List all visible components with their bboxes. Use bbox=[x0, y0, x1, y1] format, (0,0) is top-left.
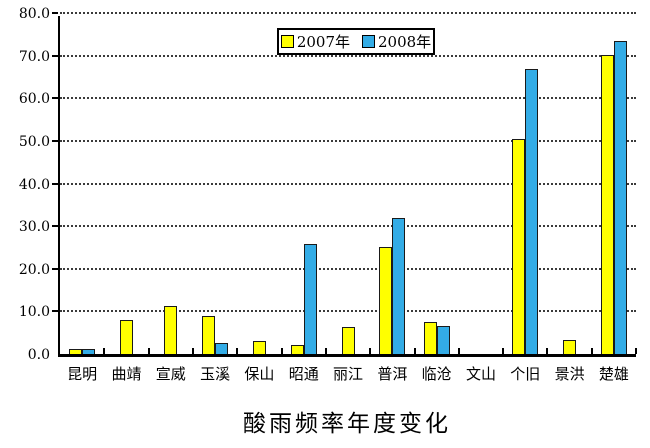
bar-group-12: 景洪 bbox=[547, 16, 594, 383]
x-axis-label: 个旧 bbox=[510, 365, 541, 383]
gridline-30.0 bbox=[60, 225, 636, 228]
gridline-70.0 bbox=[60, 54, 636, 57]
x-axis-label: 文山 bbox=[465, 365, 496, 383]
bar-2008年-昭通 bbox=[303, 244, 317, 354]
bar-2007年-宣威 bbox=[164, 306, 178, 354]
gridline-40.0 bbox=[60, 182, 636, 185]
bar-2008年-个旧 bbox=[525, 69, 539, 354]
x-axis-label: 景洪 bbox=[554, 365, 585, 383]
bar-2008年-临沧 bbox=[436, 326, 450, 354]
bar-2007年-楚雄 bbox=[600, 55, 614, 354]
chart-legend: 2007年 2008年 bbox=[277, 28, 435, 55]
bar-group-3: 宣威 bbox=[149, 16, 195, 383]
bar-2007年-个旧 bbox=[512, 139, 526, 354]
bar-group-4: 玉溪 bbox=[193, 16, 239, 383]
y-axis-tick bbox=[52, 267, 58, 270]
y-axis-label: 70.0 bbox=[18, 48, 50, 65]
bar-2007年-玉溪 bbox=[202, 316, 216, 354]
y-axis-tick bbox=[52, 54, 58, 57]
bar-2007年-保山 bbox=[252, 341, 266, 354]
bar-2007年-丽江 bbox=[341, 327, 355, 354]
gridline-10.0 bbox=[60, 310, 636, 313]
bar-group-6: 昭通 bbox=[282, 16, 328, 383]
plot-area: 0.0 10.0 20.0 30.0 40.0 50.0 60.0 70.0 80.0 昆明 曲靖宣… bbox=[19, 6, 638, 383]
bar-2007年-昭通 bbox=[290, 345, 304, 354]
bar-2007年-临沧 bbox=[423, 322, 437, 354]
y-axis-label: 20.0 bbox=[18, 261, 50, 278]
bar-group-11: 个旧 bbox=[503, 16, 549, 383]
x-axis-label: 曲靖 bbox=[111, 365, 142, 383]
y-axis-label: 10.0 bbox=[18, 304, 50, 321]
x-axis-label: 保山 bbox=[244, 365, 275, 383]
y-axis-label: 60.0 bbox=[18, 91, 50, 108]
y-axis-label: 30.0 bbox=[18, 219, 50, 236]
y-axis-label: 80.0 bbox=[18, 6, 50, 22]
bar-group-1: 昆明 bbox=[60, 16, 106, 383]
y-axis-tick bbox=[52, 97, 58, 100]
y-axis-tick bbox=[52, 225, 58, 228]
chart-title: 酸雨频率年度变化 bbox=[243, 411, 451, 437]
legend-label-2007: 2007年 bbox=[296, 33, 350, 51]
bar-2007年-曲靖 bbox=[119, 320, 133, 354]
legend-item-2008: 2008年 bbox=[362, 31, 431, 52]
gridline-20.0 bbox=[60, 267, 636, 270]
bar-2008年-昆明 bbox=[82, 349, 96, 354]
bar-2007年-昆明 bbox=[69, 349, 83, 354]
y-axis-tick bbox=[52, 12, 58, 14]
gridline-50.0 bbox=[60, 139, 636, 142]
bar-groups: 昆明 曲靖 宣威 玉溪 保山 昭通 丽江 普洱 临沧 文山 个旧 景洪 楚雄 bbox=[60, 16, 638, 383]
bar-group-10: 文山 bbox=[459, 16, 505, 383]
x-axis-label: 昭通 bbox=[288, 365, 319, 383]
legend-item-2007: 2007年 bbox=[280, 31, 350, 52]
bar-2008年-玉溪 bbox=[215, 343, 229, 354]
bar-2007年-普洱 bbox=[379, 247, 393, 354]
legend-swatch-2008-icon bbox=[362, 35, 375, 48]
y-axis-label: 0.0 bbox=[27, 347, 50, 363]
bar-2007年-景洪 bbox=[563, 340, 577, 354]
y-axis-tick bbox=[52, 139, 58, 142]
x-axis-label: 普洱 bbox=[377, 365, 408, 383]
x-axis-label: 丽江 bbox=[333, 365, 364, 383]
y-axis-tick bbox=[52, 182, 58, 185]
bar-2008年-普洱 bbox=[392, 218, 406, 354]
bar-group-5: 保山 bbox=[237, 16, 283, 383]
gridline-60.0 bbox=[60, 97, 636, 100]
bar-group-7: 丽江 bbox=[326, 16, 372, 383]
bar-group-2: 曲靖 bbox=[104, 16, 150, 383]
x-axis-label: 楚雄 bbox=[598, 365, 629, 383]
legend-label-2008: 2008年 bbox=[378, 33, 432, 51]
y-axis-tick bbox=[52, 310, 58, 313]
x-axis-label: 宣威 bbox=[155, 365, 186, 383]
bar-group-8: 普洱 bbox=[370, 16, 416, 383]
bar-group-13: 楚雄 bbox=[592, 16, 638, 383]
x-axis-label: 临沧 bbox=[421, 365, 452, 383]
legend-swatch-2007-icon bbox=[280, 35, 294, 48]
bar-2008年-楚雄 bbox=[613, 41, 627, 354]
x-axis-label: 昆明 bbox=[67, 365, 98, 383]
x-axis-label: 玉溪 bbox=[200, 365, 231, 383]
y-axis-label: 50.0 bbox=[18, 133, 50, 150]
gridline-80.0 bbox=[60, 12, 636, 14]
y-axis-label: 40.0 bbox=[18, 176, 50, 193]
bar-group-9: 临沧 bbox=[415, 16, 461, 383]
